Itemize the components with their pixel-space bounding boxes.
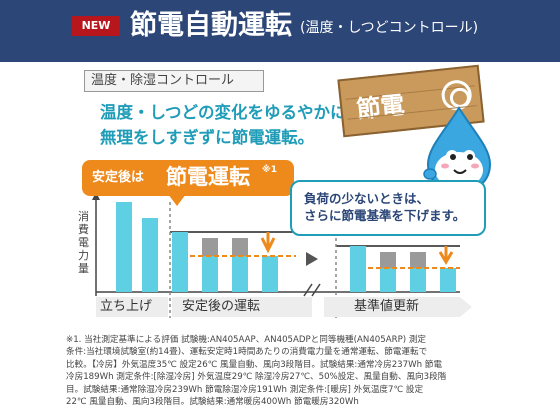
lead-line: 温度・しつどの変化をゆるやかに、 [100, 103, 363, 122]
callout-line: さらに節電基準を下げます。 [304, 208, 466, 223]
bar-updated [440, 268, 456, 292]
bar-stable [202, 256, 218, 292]
phase-arrow-icon [460, 297, 472, 317]
bar-updated [350, 246, 366, 292]
new-badge: NEW [72, 16, 120, 36]
callout-emphasis: 節電運転 [166, 165, 250, 189]
lead-line: 無理をしすぎずに節電運転。 [100, 128, 315, 147]
bar-stable [262, 256, 278, 292]
phase-label-startup: 立ち上げ [100, 299, 153, 314]
callout-note-ref: ※1 [262, 165, 278, 175]
y-axis-arrow-icon [92, 192, 100, 200]
low-load-callout: 負荷の少ないときは、 さらに節電基準を下げます。 [290, 180, 486, 236]
axis-break [311, 283, 321, 297]
footnote-line: ※1. 当社測定基準による評価 試験機:AN405AAP、AN405ADPと同等… [66, 335, 427, 345]
feature-label: 温度・除湿コントロール [84, 70, 264, 92]
bar-updated-gray [380, 252, 396, 268]
footnote-line: 22℃ 風量自動、風向3段階目。試験結果:通常暖房400Wh 節電暖房320Wh [66, 397, 359, 408]
bar-stable [172, 232, 188, 292]
footnotes: ※1. 当社測定基準による評価 試験機:AN405AAP、AN405ADPと同等… [66, 334, 486, 408]
callout-line: 負荷の少ないときは、 [304, 191, 430, 206]
bar-startup [142, 218, 158, 292]
bar-updated-gray [410, 252, 426, 268]
lead-text: 温度・しつどの変化をゆるやかに、 無理をしすぎずに節電運転。 [100, 100, 363, 150]
phase-bar-startup [96, 297, 168, 317]
page-title: 節電自動運転 [130, 10, 292, 41]
stable-saving-callout: 安定後は 節電運転 ※1 [82, 160, 294, 206]
bar-stable-gray [232, 238, 248, 256]
axis-break [303, 283, 313, 297]
droplet-mascot-icon [423, 106, 492, 194]
phase-label-updated: 基準値更新 [354, 299, 420, 314]
phase-bar-updated [324, 297, 460, 317]
bar-stable-gray [202, 238, 218, 256]
chart-y-label: 消費電力量 [78, 210, 89, 275]
footnote-line: 比較。【冷房】外気温度35℃ 設定26℃ 風量自動、風向3段階目。試験結果:通常… [66, 359, 442, 370]
phase-bar-stable [172, 297, 312, 317]
footnote-line: 条件:当社環境試験室(約14畳)、運転安定時1時間あたりの消費電力量を通常運転、… [66, 347, 428, 358]
bar-updated [410, 268, 426, 292]
bar-stable [232, 256, 248, 292]
footnote-line: 目。試験結果:通常除湿冷房239Wh 節電除湿冷房191Wh 測定条件:[暖房]… [66, 384, 424, 395]
play-icon [306, 252, 318, 266]
footnote-line: 冷房189Wh 測定条件:[除湿冷房] 外気温度29℃ 除湿冷房27℃、50%設… [66, 372, 447, 383]
phase-label-stable: 安定後の運転 [182, 299, 261, 314]
callout-prefix: 安定後は [92, 170, 145, 185]
bar-updated [380, 268, 396, 292]
page-subtitle: (温度・しつどコントロール) [300, 20, 479, 36]
header-banner: NEW 節電自動運転 (温度・しつどコントロール) [0, 0, 560, 62]
bar-startup [116, 202, 132, 292]
